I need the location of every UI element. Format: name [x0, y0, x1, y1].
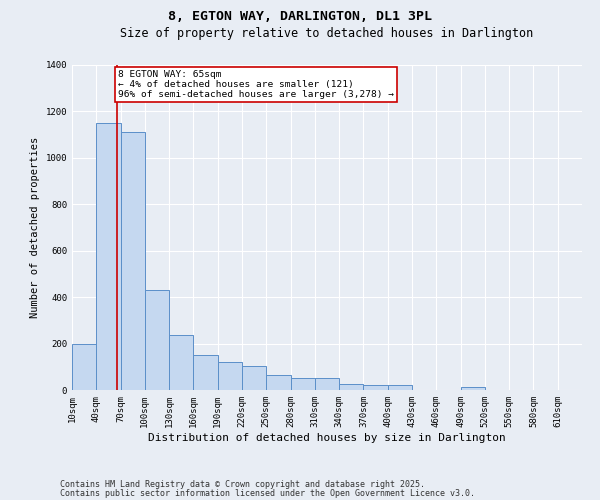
Bar	[461, 386, 485, 390]
Text: 8 EGTON WAY: 65sqm
← 4% of detached houses are smaller (121)
96% of semi-detache: 8 EGTON WAY: 65sqm ← 4% of detached hous…	[118, 70, 394, 100]
Bar	[266, 375, 290, 390]
Title: Size of property relative to detached houses in Darlington: Size of property relative to detached ho…	[121, 27, 533, 40]
X-axis label: Distribution of detached houses by size in Darlington: Distribution of detached houses by size …	[148, 432, 506, 442]
Bar	[145, 290, 169, 390]
Bar	[290, 378, 315, 390]
Y-axis label: Number of detached properties: Number of detached properties	[30, 137, 40, 318]
Bar	[121, 132, 145, 390]
Bar	[169, 336, 193, 390]
Bar	[218, 362, 242, 390]
Bar	[364, 386, 388, 390]
Bar	[193, 355, 218, 390]
Bar	[242, 366, 266, 390]
Bar	[96, 123, 121, 390]
Bar	[315, 378, 339, 390]
Text: Contains HM Land Registry data © Crown copyright and database right 2025.: Contains HM Land Registry data © Crown c…	[60, 480, 425, 489]
Text: 8, EGTON WAY, DARLINGTON, DL1 3PL: 8, EGTON WAY, DARLINGTON, DL1 3PL	[168, 10, 432, 23]
Bar	[388, 386, 412, 390]
Bar	[339, 384, 364, 390]
Bar	[72, 344, 96, 390]
Text: Contains public sector information licensed under the Open Government Licence v3: Contains public sector information licen…	[60, 488, 475, 498]
